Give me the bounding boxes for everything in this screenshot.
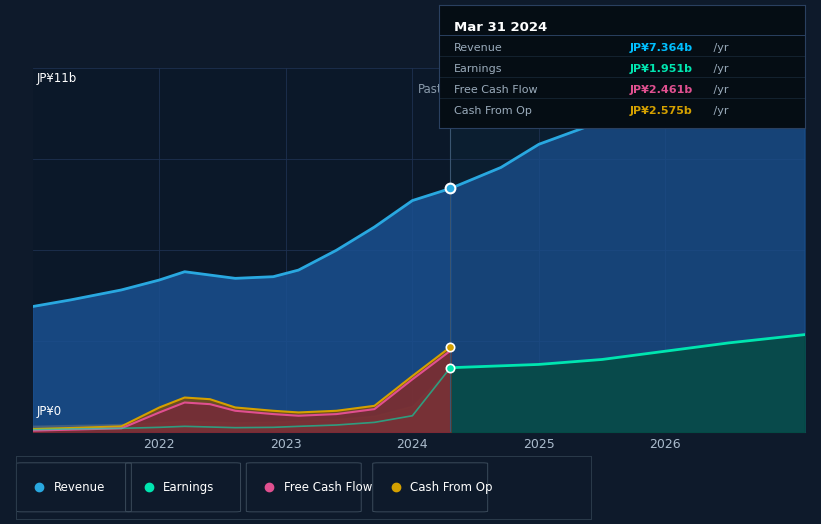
Text: Free Cash Flow: Free Cash Flow <box>284 481 372 494</box>
Text: Earnings: Earnings <box>454 64 502 74</box>
Text: JP¥0: JP¥0 <box>37 405 62 418</box>
Text: Past: Past <box>418 83 443 96</box>
Bar <box>33 68 451 432</box>
Text: Revenue: Revenue <box>54 481 105 494</box>
Text: JP¥2.461b: JP¥2.461b <box>629 85 692 95</box>
Text: Mar 31 2024: Mar 31 2024 <box>454 21 547 34</box>
Text: /yr: /yr <box>709 85 728 95</box>
Text: /yr: /yr <box>709 106 728 116</box>
Text: JP¥7.364b: JP¥7.364b <box>629 43 692 53</box>
Text: JP¥11b: JP¥11b <box>37 72 77 85</box>
Text: Earnings: Earnings <box>163 481 214 494</box>
Text: JP¥2.575b: JP¥2.575b <box>629 106 692 116</box>
Text: Free Cash Flow: Free Cash Flow <box>454 85 538 95</box>
Text: /yr: /yr <box>709 43 728 53</box>
Text: Analysts Forecasts: Analysts Forecasts <box>458 83 568 96</box>
Bar <box>451 68 805 432</box>
Text: Cash From Op: Cash From Op <box>410 481 493 494</box>
Text: Revenue: Revenue <box>454 43 502 53</box>
Text: Cash From Op: Cash From Op <box>454 106 532 116</box>
Text: /yr: /yr <box>709 64 728 74</box>
Text: JP¥1.951b: JP¥1.951b <box>629 64 692 74</box>
